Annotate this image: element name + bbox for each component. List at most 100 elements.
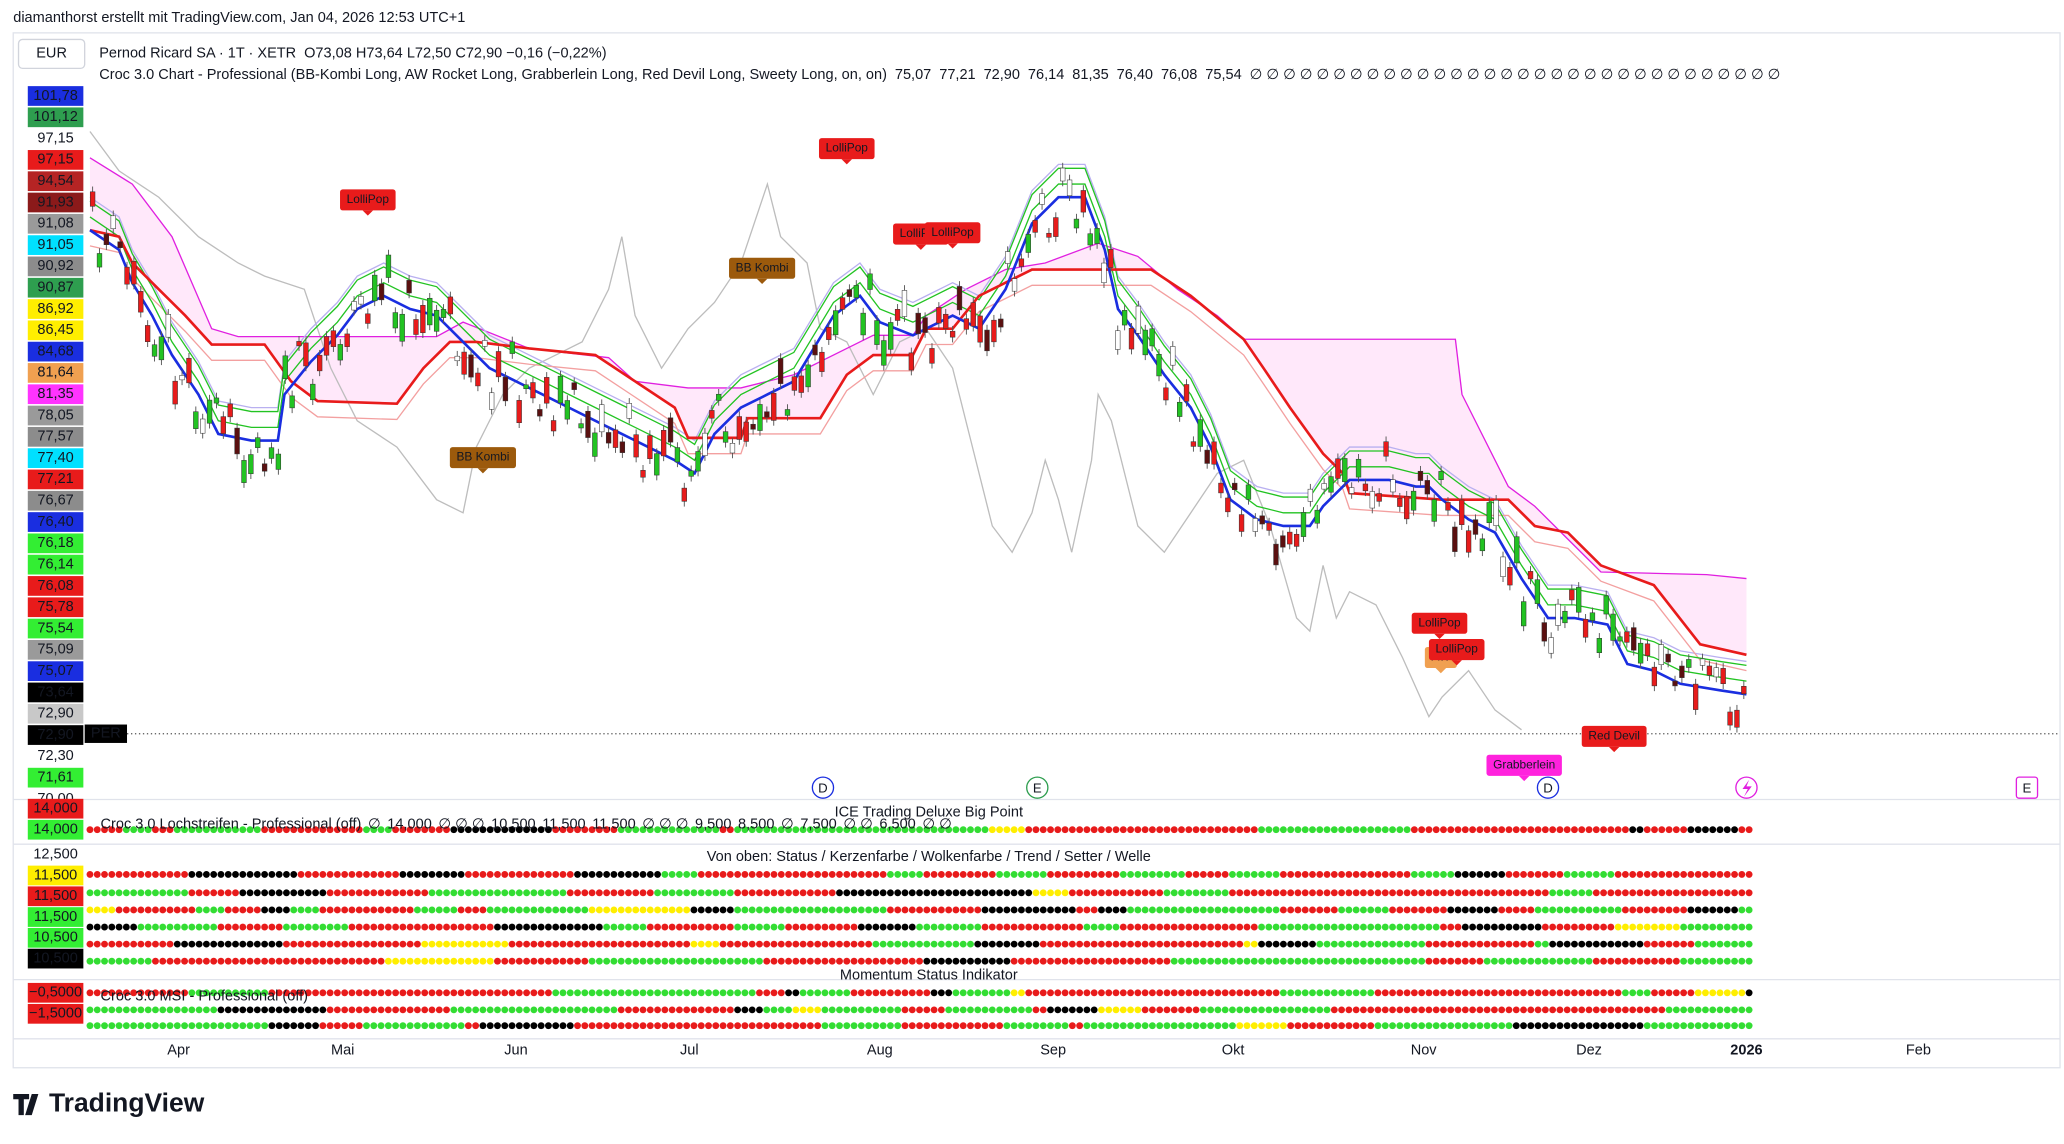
status-dot: [1702, 826, 1709, 834]
status-dot: [967, 940, 974, 948]
status-dot: [916, 871, 923, 878]
status-dot: [1134, 1006, 1142, 1014]
status-dot: [326, 940, 334, 948]
status-dot: [683, 1006, 691, 1014]
status-dot: [792, 923, 800, 931]
status-dot: [552, 940, 560, 948]
candle-body: [722, 431, 729, 443]
status-dot: [639, 1006, 647, 1014]
status-dot: [1316, 826, 1324, 834]
time-label: 2026: [1730, 1042, 1762, 1058]
status-dot: [1083, 989, 1091, 997]
status-dot: [1083, 889, 1091, 897]
status-dot: [1556, 1022, 1564, 1030]
status-dot: [1687, 957, 1695, 965]
status-dot: [1658, 826, 1666, 834]
candle-body: [468, 354, 474, 378]
status-dot: [304, 923, 312, 931]
status-dot: [275, 906, 283, 914]
status-dot: [734, 957, 742, 965]
status-dot: [1745, 871, 1753, 878]
status-dot: [283, 889, 290, 897]
status-dot: [122, 957, 130, 965]
status-dot: [1381, 940, 1389, 948]
status-dot: [930, 989, 938, 997]
status-dot: [988, 1006, 996, 1014]
status-dot: [1250, 871, 1258, 878]
status-dot: [945, 1022, 953, 1030]
status-dot: [1098, 1006, 1105, 1014]
status-dot: [959, 1006, 967, 1014]
status-dot: [1338, 923, 1346, 931]
candle-body: [1679, 665, 1685, 678]
status-dot: [253, 871, 261, 878]
status-dot: [173, 826, 181, 834]
status-dot: [1709, 889, 1717, 897]
status-dot: [1032, 957, 1040, 965]
status-dot: [1192, 923, 1200, 931]
candle-body: [750, 423, 756, 430]
status-dot: [1243, 940, 1251, 948]
status-dot: [377, 1022, 385, 1030]
status-dot: [115, 940, 123, 948]
status-dot: [122, 906, 130, 914]
status-dot: [275, 826, 283, 834]
status-dot: [1432, 906, 1440, 914]
status-dot: [1614, 871, 1622, 878]
status-dot: [748, 957, 756, 965]
status-dot: [1680, 940, 1688, 948]
status-dot: [814, 989, 822, 997]
status-dot: [865, 871, 873, 878]
candle-body: [599, 404, 605, 433]
status-dot: [603, 871, 611, 878]
status-dot: [1374, 906, 1382, 914]
status-dot: [428, 940, 436, 948]
candle-body: [1369, 491, 1375, 509]
status-dot: [1440, 957, 1447, 965]
status-dot: [1054, 889, 1062, 897]
status-dot: [1745, 826, 1753, 834]
status-dot: [785, 989, 792, 997]
status-dot: [777, 1022, 785, 1030]
status-dot: [1010, 957, 1018, 965]
status-dot: [1148, 826, 1156, 834]
status-dot: [1148, 957, 1156, 965]
price-label: 11,500: [34, 888, 77, 904]
candle-body: [881, 340, 887, 366]
price-label: 90,92: [37, 258, 73, 274]
status-dot: [348, 889, 356, 897]
status-dot: [544, 940, 552, 948]
status-dot: [865, 923, 873, 931]
status-dot: [195, 989, 203, 997]
status-dot: [370, 1006, 378, 1014]
status-dot: [1090, 871, 1098, 878]
status-dot: [610, 989, 618, 997]
status-dot: [122, 1006, 130, 1014]
price-label: 73,64: [37, 684, 73, 700]
candle-body: [1706, 665, 1713, 676]
status-dot: [1039, 889, 1047, 897]
status-dot: [595, 906, 603, 914]
status-dot: [806, 957, 814, 965]
status-dot: [1170, 1022, 1178, 1030]
status-dot: [523, 923, 531, 931]
status-dot: [1738, 906, 1746, 914]
status-dot: [1483, 989, 1491, 997]
status-dot: [319, 871, 327, 878]
status-dot: [101, 1022, 108, 1030]
status-dot: [1323, 940, 1331, 948]
status-dot: [952, 889, 960, 897]
status-dot: [1003, 1006, 1011, 1014]
time-label: Okt: [1222, 1042, 1245, 1058]
candle-body: [619, 441, 626, 453]
annotation-box: [449, 447, 516, 469]
status-dot: [1258, 871, 1265, 878]
candle-body: [268, 447, 275, 459]
status-dot: [166, 940, 174, 948]
status-dot: [1549, 826, 1557, 834]
status-dot: [1410, 923, 1418, 931]
status-dot: [1156, 906, 1164, 914]
status-dot: [501, 889, 509, 897]
status-dot: [1381, 906, 1389, 914]
status-dot: [1665, 940, 1673, 948]
